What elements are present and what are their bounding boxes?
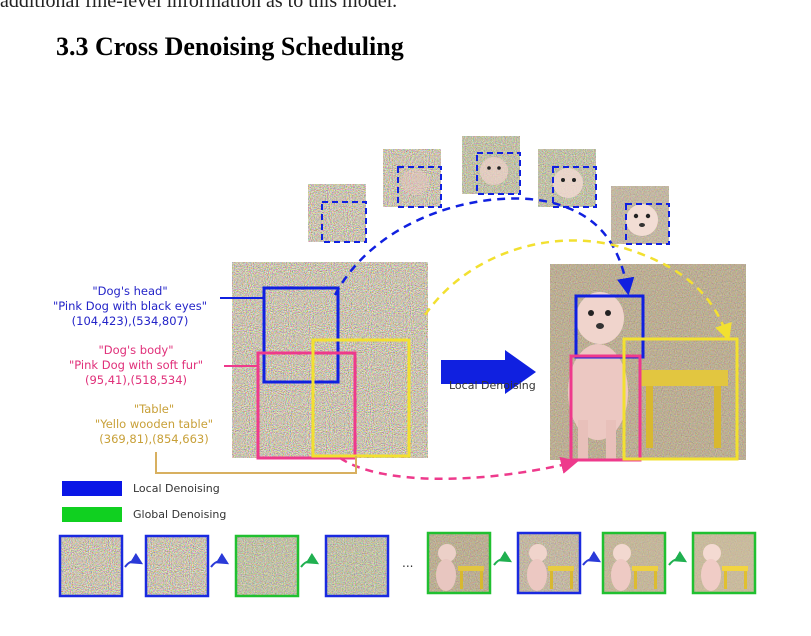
- blue-dashed-arrow: [333, 197, 635, 296]
- legend-global-label: Global Denoising: [133, 508, 227, 521]
- local-denoising-arrow-label: Local Denoising: [449, 379, 536, 392]
- prompt-text: "Pink Dog with soft fur": [68, 358, 204, 372]
- prompt-coords: (104,423),(534,807): [71, 314, 189, 328]
- legend-local-swatch: [62, 481, 122, 496]
- prompt-text: "Pink Dog with black eyes": [52, 299, 208, 313]
- pink-dashed-arrow: [339, 456, 579, 480]
- crop-tile-4: [538, 149, 597, 208]
- dog-head-box: [262, 286, 340, 384]
- noisy-input-image: [232, 262, 428, 460]
- prompt-coords: (369,81),(854,663): [99, 432, 209, 446]
- sequence-arrow-3: [300, 552, 320, 568]
- sequence-step-7: [601, 531, 667, 595]
- sequence-step-6: [516, 531, 582, 595]
- prompt-title: "Dog's head": [92, 284, 168, 298]
- prompt-dogs-head: "Dog's head" "Pink Dog with black eyes" …: [40, 284, 220, 329]
- denoised-output-image: [550, 264, 746, 462]
- sequence-arrow-7: [668, 550, 688, 566]
- crop-tile-5: [611, 186, 670, 245]
- crop-tile-3: [462, 136, 521, 195]
- sequence-step-2: [144, 534, 210, 598]
- prompt-dogs-body: "Dog's body" "Pink Dog with soft fur" (9…: [50, 343, 222, 388]
- dog-body-box: [256, 351, 357, 460]
- table-box: [311, 338, 411, 458]
- sequence-arrow-6: [582, 550, 602, 566]
- section-heading: 3.3 Cross Denoising Scheduling: [56, 32, 404, 61]
- table-leader-line: [155, 452, 357, 474]
- sequence-step-5: [426, 531, 492, 595]
- sequence-step-8: [691, 531, 757, 595]
- legend-local-label: Local Denoising: [133, 482, 220, 495]
- prompt-text: "Yello wooden table": [94, 417, 214, 431]
- prompt-table: "Table" "Yello wooden table" (369,81),(8…: [74, 402, 234, 447]
- sequence-step-3: [234, 534, 300, 598]
- previous-paragraph-fragment: additional fine-level information as to …: [0, 0, 398, 12]
- sequence-arrow-5: [493, 550, 513, 566]
- prompt-title: "Table": [133, 402, 175, 416]
- crop-tile-1: [308, 184, 367, 243]
- local-denoising-arrow: [441, 350, 536, 394]
- sequence-step-1: [58, 534, 124, 598]
- prompt-coords: (95,41),(518,534): [84, 373, 188, 387]
- sequence-arrow-2: [210, 552, 230, 568]
- prompt-title: "Dog's body": [98, 343, 174, 357]
- yellow-dashed-arrow: [423, 239, 732, 342]
- sequence-step-4: [324, 534, 390, 598]
- sequence-arrow-1: [124, 552, 144, 568]
- crop-tile-2: [383, 149, 442, 208]
- sequence-ellipsis: ...: [402, 556, 414, 570]
- legend-global-swatch: [62, 507, 122, 522]
